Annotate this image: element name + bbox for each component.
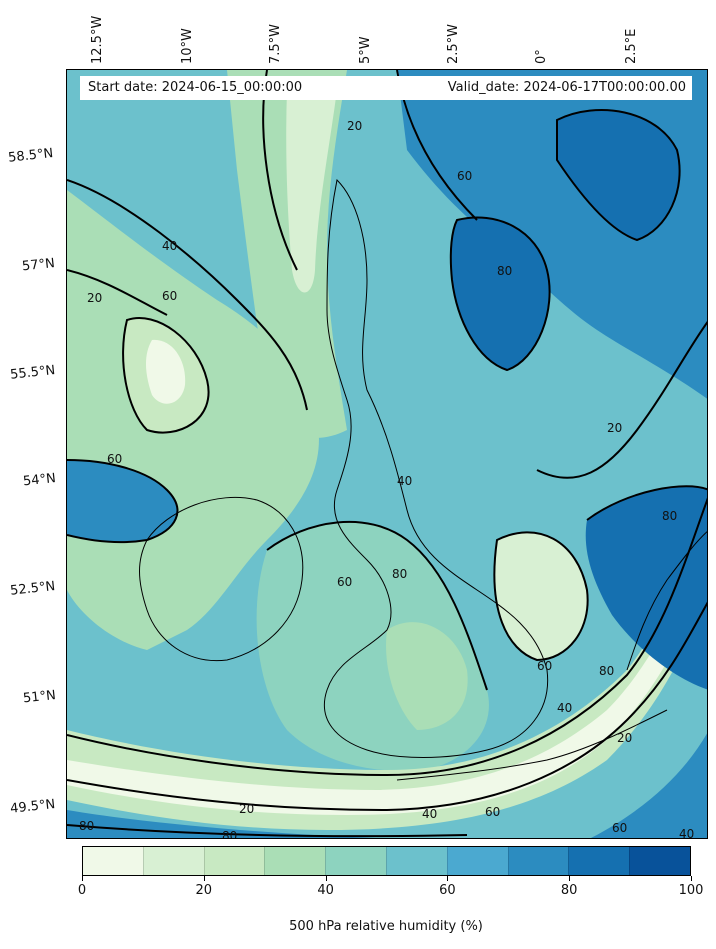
humid-west-bulge bbox=[67, 460, 178, 543]
coastline-ireland bbox=[139, 496, 304, 662]
contour-label: 40 bbox=[422, 807, 437, 821]
contour-label: 60 bbox=[162, 289, 177, 303]
humidity-field-svg: 20 40 60 80 20 60 40 60 60 80 20 80 40 2… bbox=[67, 70, 707, 839]
lat-label-57n: 57°N bbox=[21, 256, 56, 275]
colorbar-segment bbox=[629, 847, 690, 875]
contour-label: 20 bbox=[239, 802, 254, 816]
humid-se-corner bbox=[590, 733, 707, 838]
contour-label: 40 bbox=[162, 239, 177, 253]
colorbar-segment bbox=[568, 847, 630, 875]
lat-label-55-5n: 55.5°N bbox=[9, 363, 56, 383]
lon-label-10w: 10°W bbox=[180, 28, 195, 64]
colorbar bbox=[82, 846, 691, 876]
contour-label: 60 bbox=[612, 821, 627, 835]
dry-band-curve-core bbox=[67, 551, 707, 815]
contour-label: 60 bbox=[337, 575, 352, 589]
humidity-map[interactable]: 20 40 60 80 20 60 40 60 60 80 20 80 40 2… bbox=[66, 69, 708, 839]
dry-inner-west bbox=[145, 339, 186, 404]
contour-lines bbox=[67, 70, 707, 838]
lon-label-2-5w: 2.5°W bbox=[446, 23, 461, 64]
colorbar-segment bbox=[83, 847, 143, 875]
contour-line bbox=[493, 531, 589, 662]
contour-line bbox=[67, 459, 179, 544]
contour-label: 40 bbox=[679, 827, 694, 839]
contour-line bbox=[122, 317, 210, 434]
contour-label: 80 bbox=[599, 664, 614, 678]
colorbar-tick-label: 60 bbox=[439, 883, 456, 898]
contour-label: 80 bbox=[497, 264, 512, 278]
lon-label-7-5w: 7.5°W bbox=[268, 23, 283, 64]
lon-label-2-5e: 2.5°E bbox=[624, 28, 639, 64]
lat-label-58-5n: 58.5°N bbox=[7, 146, 54, 166]
lon-label-12-5w: 12.5°W bbox=[90, 15, 105, 64]
dry-band-curve bbox=[67, 495, 707, 830]
contour-label: 20 bbox=[87, 291, 102, 305]
contour-label: 80 bbox=[662, 509, 677, 523]
contour-line bbox=[266, 520, 488, 691]
contour-line bbox=[449, 216, 551, 372]
contour-label: 80 bbox=[79, 819, 94, 833]
colorbar-title: 500 hPa relative humidity (%) bbox=[289, 919, 483, 934]
coastline-continent bbox=[626, 531, 707, 671]
colorbar-segment bbox=[446, 847, 508, 875]
contour-line bbox=[67, 601, 707, 812]
contour-label: 60 bbox=[457, 169, 472, 183]
colorbar-tick-label: 100 bbox=[678, 883, 704, 898]
contour-label: 80 bbox=[392, 567, 407, 581]
contour-line bbox=[67, 824, 468, 838]
colorbar-tick-label: 20 bbox=[195, 883, 213, 898]
contour-line bbox=[67, 179, 308, 411]
contour-label: 60 bbox=[107, 452, 122, 466]
contour-label: 60 bbox=[485, 805, 500, 819]
contour-line bbox=[556, 109, 681, 242]
contour-line bbox=[586, 485, 707, 521]
contour-line bbox=[536, 321, 707, 479]
colorbar-tick-label: 80 bbox=[560, 883, 578, 898]
contour-line bbox=[67, 269, 168, 316]
colorbar-segment bbox=[142, 847, 204, 875]
contour-label: 20 bbox=[347, 119, 362, 133]
dry-se-lobe bbox=[494, 532, 588, 660]
colorbar-segment bbox=[325, 847, 386, 875]
contour-label: 20 bbox=[617, 731, 632, 745]
colorbar-segment bbox=[203, 847, 265, 875]
lon-label-0: 0° bbox=[534, 49, 549, 64]
humid-east-lobe bbox=[585, 486, 707, 690]
colorbar-tick bbox=[203, 876, 205, 881]
contour-label: 40 bbox=[557, 701, 572, 715]
colorbar-segment bbox=[507, 847, 569, 875]
colorbar-tick bbox=[447, 876, 449, 881]
contour-labels: 20 40 60 80 20 60 40 60 60 80 20 80 40 2… bbox=[79, 119, 694, 839]
lon-label-5w: 5°W bbox=[358, 36, 373, 64]
colorbar-segment bbox=[264, 847, 326, 875]
coastline-britain bbox=[323, 178, 549, 758]
start-date-label: Start date: 2024-06-15_00:00:00 bbox=[88, 80, 303, 95]
contour-label: 40 bbox=[397, 474, 412, 488]
lat-label-49-5n: 49.5°N bbox=[9, 797, 56, 817]
colorbar-tick bbox=[569, 876, 571, 881]
coastline-france bbox=[396, 709, 668, 781]
coastlines bbox=[139, 178, 707, 781]
contour-label: 20 bbox=[607, 421, 622, 435]
humid-ne-core bbox=[450, 217, 550, 370]
lat-label-54n: 54°N bbox=[22, 471, 57, 490]
date-info-box: Start date: 2024-06-15_00:00:00 Valid_da… bbox=[80, 76, 692, 100]
contour-label: 60 bbox=[537, 659, 552, 673]
humid-ne-east bbox=[557, 110, 680, 240]
colorbar-tick bbox=[82, 876, 83, 881]
lat-label-52-5n: 52.5°N bbox=[9, 579, 56, 599]
lat-label-51n: 51°N bbox=[22, 688, 57, 707]
contour-line bbox=[67, 497, 707, 777]
colorbar-tick-label: 40 bbox=[317, 883, 334, 898]
valid-date-label: Valid_date: 2024-06-17T00:00:00.00 bbox=[447, 80, 686, 95]
colorbar-segment bbox=[385, 847, 447, 875]
colorbar-tick bbox=[325, 876, 327, 881]
dry-ridge-core bbox=[286, 90, 337, 293]
colorbar-tick-label: 0 bbox=[77, 883, 87, 898]
dry-england-core bbox=[386, 622, 468, 730]
contour-label: 80 bbox=[222, 829, 237, 839]
colorbar-tick bbox=[691, 876, 692, 881]
